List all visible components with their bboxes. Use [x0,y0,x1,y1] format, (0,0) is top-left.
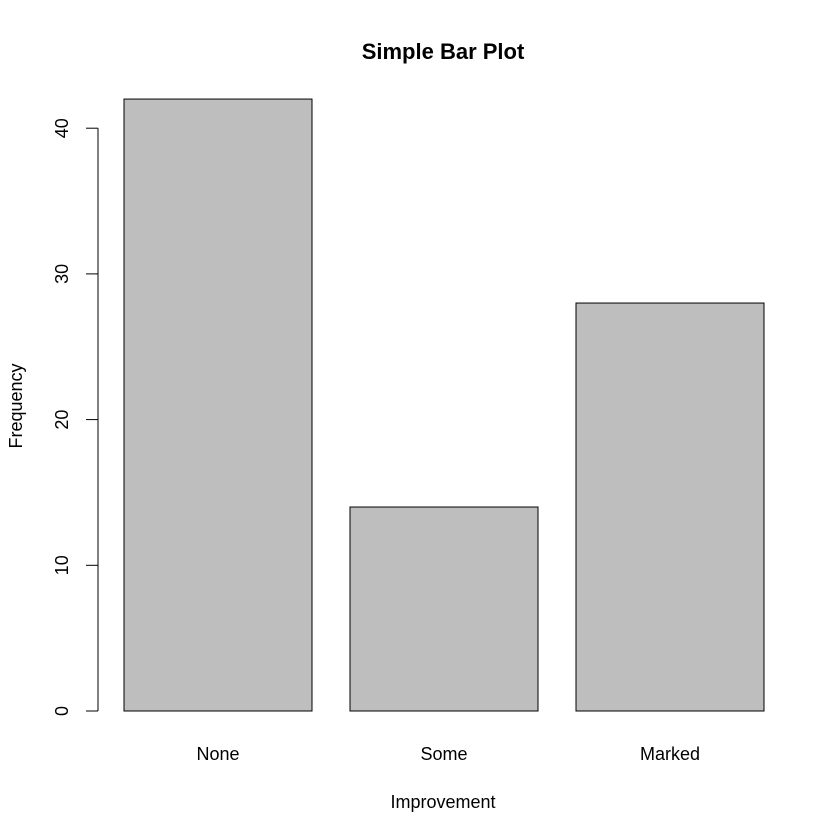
y-tick-label-10: 10 [52,555,72,575]
x-tick-labels: None Some Marked [196,744,700,764]
y-tick-label-30: 30 [52,264,72,284]
bar-some [349,506,539,712]
bar-none [123,98,313,712]
y-axis-label: Frequency [6,363,26,448]
y-tick-label-0: 0 [52,706,72,716]
x-tick-label-some: Some [420,744,467,764]
y-ticks-group: 0 10 20 30 40 [52,118,98,716]
chart-title: Simple Bar Plot [362,39,525,64]
bars-group [123,98,765,712]
x-axis-label: Improvement [390,792,495,812]
bar-marked [575,302,765,712]
y-tick-label-20: 20 [52,410,72,430]
x-tick-label-marked: Marked [640,744,700,764]
x-tick-label-none: None [196,744,239,764]
y-tick-label-40: 40 [52,118,72,138]
